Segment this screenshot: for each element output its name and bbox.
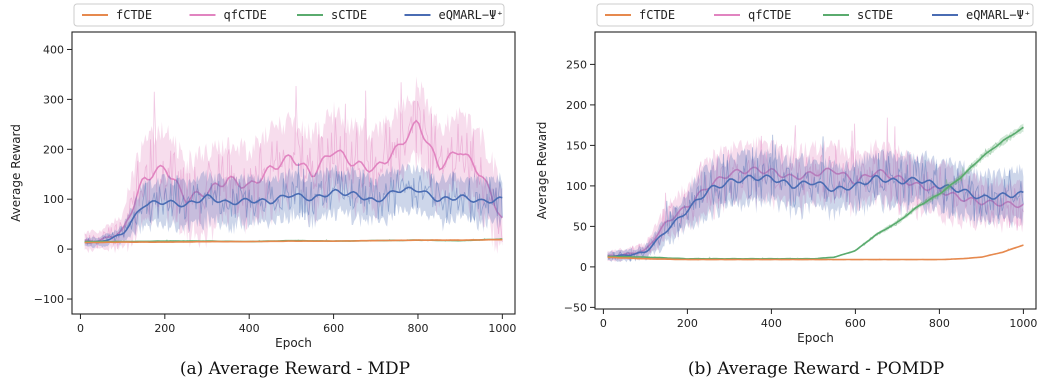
legend-entry: fCTDE <box>639 8 675 22</box>
plot-frame <box>71 31 516 315</box>
chart-pomdp: 0 200 400 600 800 1000 −50 0 50 100 150 200 250 Epoch… <box>535 3 1037 379</box>
plot-frame <box>594 31 1037 310</box>
x-tick-label: 800 <box>407 322 428 335</box>
series-3 <box>84 162 503 248</box>
series-line <box>607 244 1024 261</box>
x-tick-label: 0 <box>600 317 607 330</box>
y-tick-label: 400 <box>43 43 64 56</box>
series-1 <box>607 117 1024 262</box>
x-tick-label: 400 <box>761 317 782 330</box>
series-band <box>607 136 1024 262</box>
y-tick-label: 0 <box>580 261 587 274</box>
series-0 <box>84 238 503 244</box>
x-tick-label: 400 <box>239 322 260 335</box>
y-tick-label: 250 <box>566 58 587 71</box>
legend: fCTDE qfCTDE sCTDE eQMARL−Ψ⁺ <box>596 3 1034 27</box>
series-line <box>84 186 503 244</box>
x-tick-label: 200 <box>677 317 698 330</box>
series-0 <box>607 244 1024 261</box>
y-axis-label: Average Reward <box>535 122 549 220</box>
figure-caption: (b) Average Reward - POMDP <box>688 359 944 379</box>
x-tick-label: 1000 <box>1009 317 1037 330</box>
x-tick-label: 200 <box>154 322 175 335</box>
series-band <box>607 123 1024 260</box>
y-tick-label: 300 <box>43 93 64 106</box>
series-line <box>84 238 503 244</box>
x-axis-label: Epoch <box>275 336 312 350</box>
y-tick-label: 50 <box>573 220 587 233</box>
series-1 <box>84 76 503 254</box>
y-tick-label: 100 <box>566 180 587 193</box>
series-line <box>84 119 503 243</box>
legend-entry: qfCTDE <box>748 8 791 22</box>
series-raw-trace <box>84 162 503 245</box>
legend: fCTDE qfCTDE sCTDE eQMARL−Ψ⁺ <box>73 3 505 27</box>
x-tick-label: 0 <box>77 322 84 335</box>
y-tick-label: 150 <box>566 139 587 152</box>
x-tick-label: 800 <box>929 317 950 330</box>
series-band <box>607 146 1024 263</box>
x-axis-label: Epoch <box>797 331 834 345</box>
y-tick-label: −100 <box>34 293 64 306</box>
chart-mdp: 0 200 400 600 800 1000 −100 0 100 200 300 400 Epoch A… <box>9 3 516 379</box>
y-tick-label: 200 <box>43 143 64 156</box>
legend-box <box>596 3 1034 27</box>
y-axis-label: Average Reward <box>9 124 23 222</box>
plot-area <box>607 117 1024 263</box>
legend-entry: sCTDE <box>857 8 893 22</box>
legend-entry: fCTDE <box>116 8 152 22</box>
series-3 <box>607 134 1024 263</box>
y-tick-label: −50 <box>564 301 587 314</box>
legend-entry: eQMARL−Ψ⁺ <box>439 8 504 22</box>
x-tick-label: 600 <box>323 322 344 335</box>
series-raw-trace <box>84 82 503 250</box>
legend-entry: qfCTDE <box>224 8 267 22</box>
series-line <box>607 166 1024 257</box>
y-tick-label: 100 <box>43 193 64 206</box>
y-tick-label: 0 <box>57 243 64 256</box>
x-tick-label: 600 <box>845 317 866 330</box>
series-raw-trace <box>607 117 1024 261</box>
figure-caption: (a) Average Reward - MDP <box>180 359 410 379</box>
series-line <box>607 174 1024 258</box>
legend-entry: sCTDE <box>331 8 367 22</box>
plot-area <box>84 76 503 254</box>
series-line <box>607 126 1024 260</box>
legend-box <box>73 3 505 27</box>
series-band <box>84 76 503 254</box>
legend-entry: eQMARL−Ψ⁺ <box>966 8 1031 22</box>
series-raw-trace <box>607 134 1024 262</box>
y-tick-label: 200 <box>566 99 587 112</box>
x-tick-label: 1000 <box>488 322 516 335</box>
series-band <box>84 163 503 248</box>
